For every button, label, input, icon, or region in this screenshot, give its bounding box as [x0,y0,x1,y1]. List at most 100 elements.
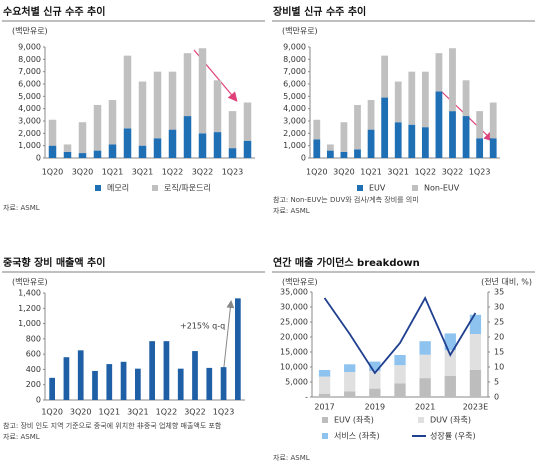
y-tick-label: 1,000 [18,319,41,328]
y2-tick-label: 15 [494,348,504,357]
bar [449,48,456,112]
y-tick-label: 4,000 [283,104,306,113]
bar [340,122,348,152]
note: 자료: ASML [273,453,310,462]
bar [313,139,321,158]
bar [444,376,456,397]
y-tick-label: 10,000 [280,363,308,372]
x-tick-label: 1Q20 [306,168,328,177]
y-tick-label: 600 [26,350,41,359]
legend-label: Non-EUV [424,184,460,193]
note: 자료: ASML [273,206,310,215]
bar [419,378,431,397]
x-tick-label: 3Q20 [72,168,94,177]
bar [462,116,470,158]
bar [228,148,237,158]
x-tick-label: 3Q21 [127,408,149,417]
bar [469,314,482,334]
bar [394,383,406,397]
annotation: +215% q-q [180,322,225,331]
x-tick-label: 3Q22 [442,168,464,177]
bar [367,129,375,158]
y2-tick-label: 5 [494,378,499,387]
bar [108,144,117,158]
y2-tick-label: 35 [494,288,504,297]
y-axis-label: (백만유로) [12,277,48,287]
y-tick-label: 9,000 [18,43,41,52]
bar [369,361,381,371]
y2-axis-label: (전년 대비, %) [481,277,532,287]
legend-swatch [322,417,328,423]
x-tick-label: 1Q23 [213,408,235,417]
bar [77,350,84,400]
y-tick-label: 800 [26,334,41,343]
bar [235,298,241,400]
legend-swatch [357,185,363,191]
bar [149,341,155,400]
y-tick-label: 1,000 [18,141,41,150]
bar [49,377,55,400]
x-tick-label: 2017 [314,403,334,412]
note: 참고: 장비 인도 지역 기준으로 중국에 위치한 非중국 업체향 매출액도 포… [3,421,222,430]
bar [243,102,252,141]
bar [369,370,381,389]
x-tick-label: 1Q22 [156,408,178,417]
bar [369,388,381,397]
bar [381,55,389,98]
x-tick-label: 3Q21 [387,168,409,177]
chart-title: 수요처별 신규 수주 추이 [3,5,105,18]
bar [394,365,406,384]
bar [213,80,222,133]
y-tick-label: 1,200 [18,304,41,313]
legend-label: 성장률 (우축) [430,431,476,441]
bar [394,81,402,123]
bar [313,119,321,140]
y-tick-label: 6,000 [283,80,306,89]
bar [163,341,170,400]
bar [93,150,102,158]
x-tick-label: 3Q22 [192,168,214,177]
bar [183,116,192,158]
bar [153,138,162,158]
bar [318,393,331,397]
bar [340,151,348,158]
bar [177,368,184,400]
bar [326,144,334,151]
x-tick-label: 2023E [463,403,488,412]
note: 자료: ASML [3,432,40,441]
bar [449,111,456,158]
bar [92,370,98,400]
y2-tick-label: 10 [494,363,504,372]
bar [48,119,57,146]
x-tick-label: 1Q21 [102,168,124,177]
bar [123,55,132,129]
y2-tick-label: 20 [494,333,504,342]
bar [318,370,331,377]
bar [435,53,443,92]
bar [344,364,356,373]
bar [354,104,361,150]
bar [228,111,237,149]
x-tick-label: 1Q22 [162,168,184,177]
bar [153,71,162,139]
x-tick-label: 1Q21 [98,408,120,417]
y-tick-label: 2,000 [18,129,41,138]
y-tick-label: 15,000 [280,348,308,357]
bar [63,151,72,158]
legend-label: 메모리 [107,184,129,193]
note: 참고: Non-EUV는 DUV와 검사/계측 장비를 의미 [273,195,419,204]
x-tick-label: 1Q23 [469,168,491,177]
y-tick-label: 5,000 [283,92,306,101]
bar [63,144,72,152]
bar [123,128,132,158]
legend-label: 서비스 (좌축) [334,432,380,441]
y-tick-label: 3,000 [283,117,306,126]
y-tick-label: 3,000 [18,117,41,126]
x-tick-label: 1Q21 [360,168,382,177]
x-tick-label: 2021 [415,403,435,412]
x-tick-label: 3Q20 [333,168,355,177]
legend-label: DUV (좌축) [430,416,471,425]
chart-title: 연간 매출 가이던스 breakdown [273,256,420,269]
legend-swatch [152,185,158,191]
